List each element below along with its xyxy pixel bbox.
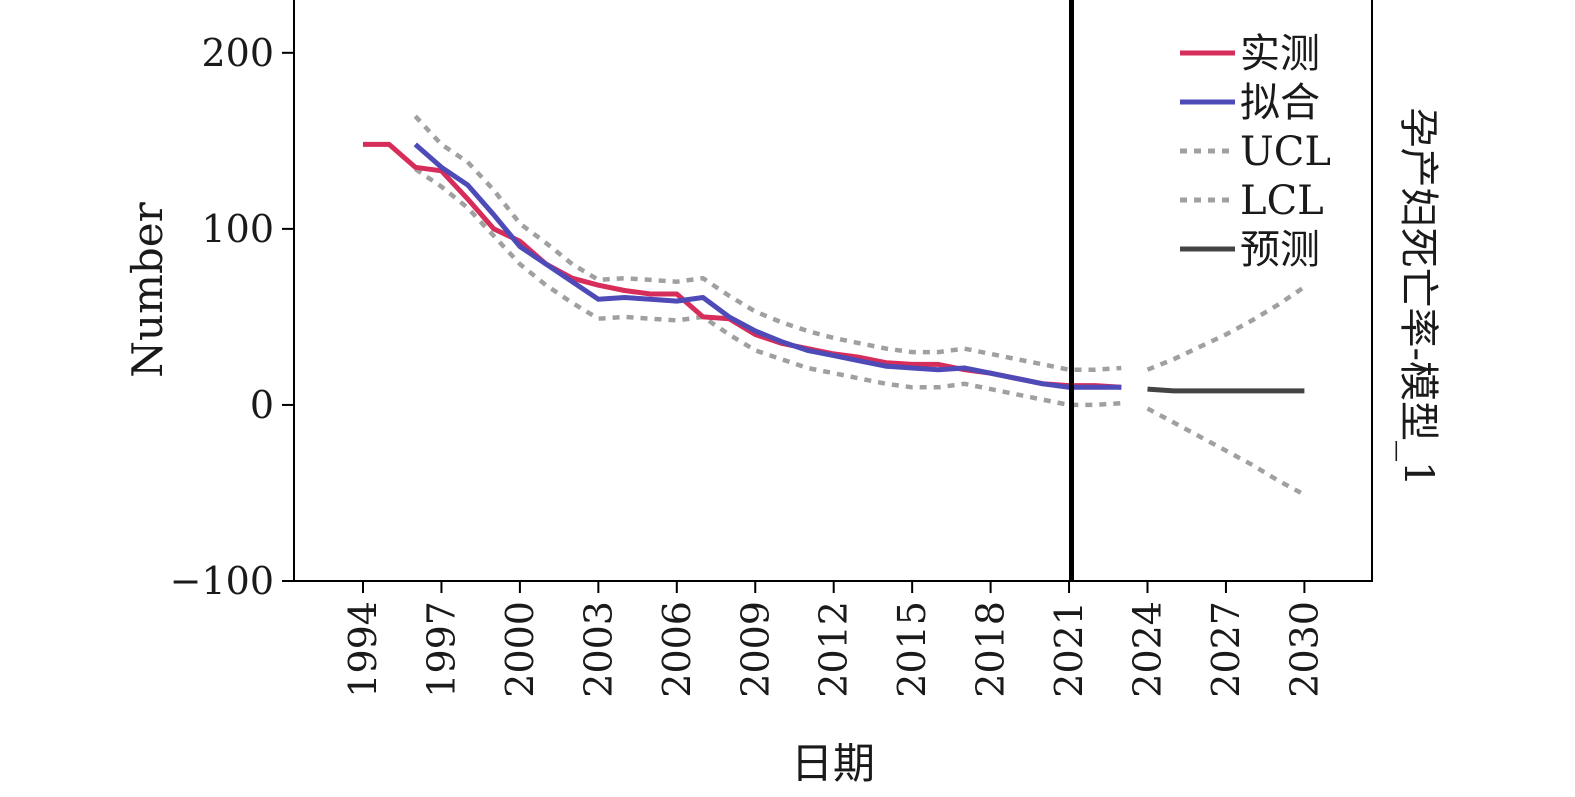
x-tick-label: 2012: [812, 601, 856, 698]
series-line-LCL: [414, 167, 1122, 408]
x-tick-label: 2009: [733, 601, 777, 698]
series-line-UCL: [1146, 285, 1306, 372]
legend-label: LCL: [1240, 178, 1324, 224]
series-line-实测: [363, 141, 1122, 390]
x-tick-label: 2018: [969, 601, 1013, 698]
y-tick-label: 100: [201, 207, 274, 251]
x-tick-label: 2021: [1047, 601, 1091, 698]
y-axis: 200 100 0 −100: [170, 31, 294, 603]
plot-area-border: [293, 0, 1373, 582]
y-axis-title: Number: [123, 201, 172, 377]
series-line-预测: [1147, 386, 1305, 394]
x-tick-label: 2000: [498, 601, 542, 698]
x-tick-label: 2027: [1204, 601, 1248, 698]
legend-label: 实测: [1240, 31, 1320, 77]
y-tick-label: −100: [170, 559, 274, 603]
series-line-LCL: [1146, 406, 1306, 497]
series-line-拟合: [413, 142, 1122, 390]
x-tick-label: 1997: [419, 601, 463, 698]
y-tick-label: 0: [250, 383, 274, 427]
legend-label: UCL: [1240, 129, 1331, 175]
legend-label: 拟合: [1240, 80, 1320, 126]
x-tick-label: 2030: [1282, 601, 1326, 698]
x-tick-label: 2024: [1126, 601, 1170, 698]
x-tick-label: 1994: [341, 601, 385, 698]
x-tick-label: 2003: [576, 601, 620, 698]
series-layer: [363, 114, 1306, 497]
x-axis: 1994 1997 2000 2003 2006 2009 2012 2015 2018 2021…: [341, 581, 1326, 698]
x-tick-label: 2006: [655, 601, 699, 698]
side-title: 孕产妇死亡率-模型_1: [1395, 108, 1441, 487]
x-tick-label: 2015: [890, 601, 934, 698]
x-axis-title: 日期: [791, 739, 875, 788]
legend-label: 预测: [1240, 227, 1320, 273]
plot-frame: [293, 0, 1373, 582]
y-tick-label: 200: [201, 31, 274, 75]
